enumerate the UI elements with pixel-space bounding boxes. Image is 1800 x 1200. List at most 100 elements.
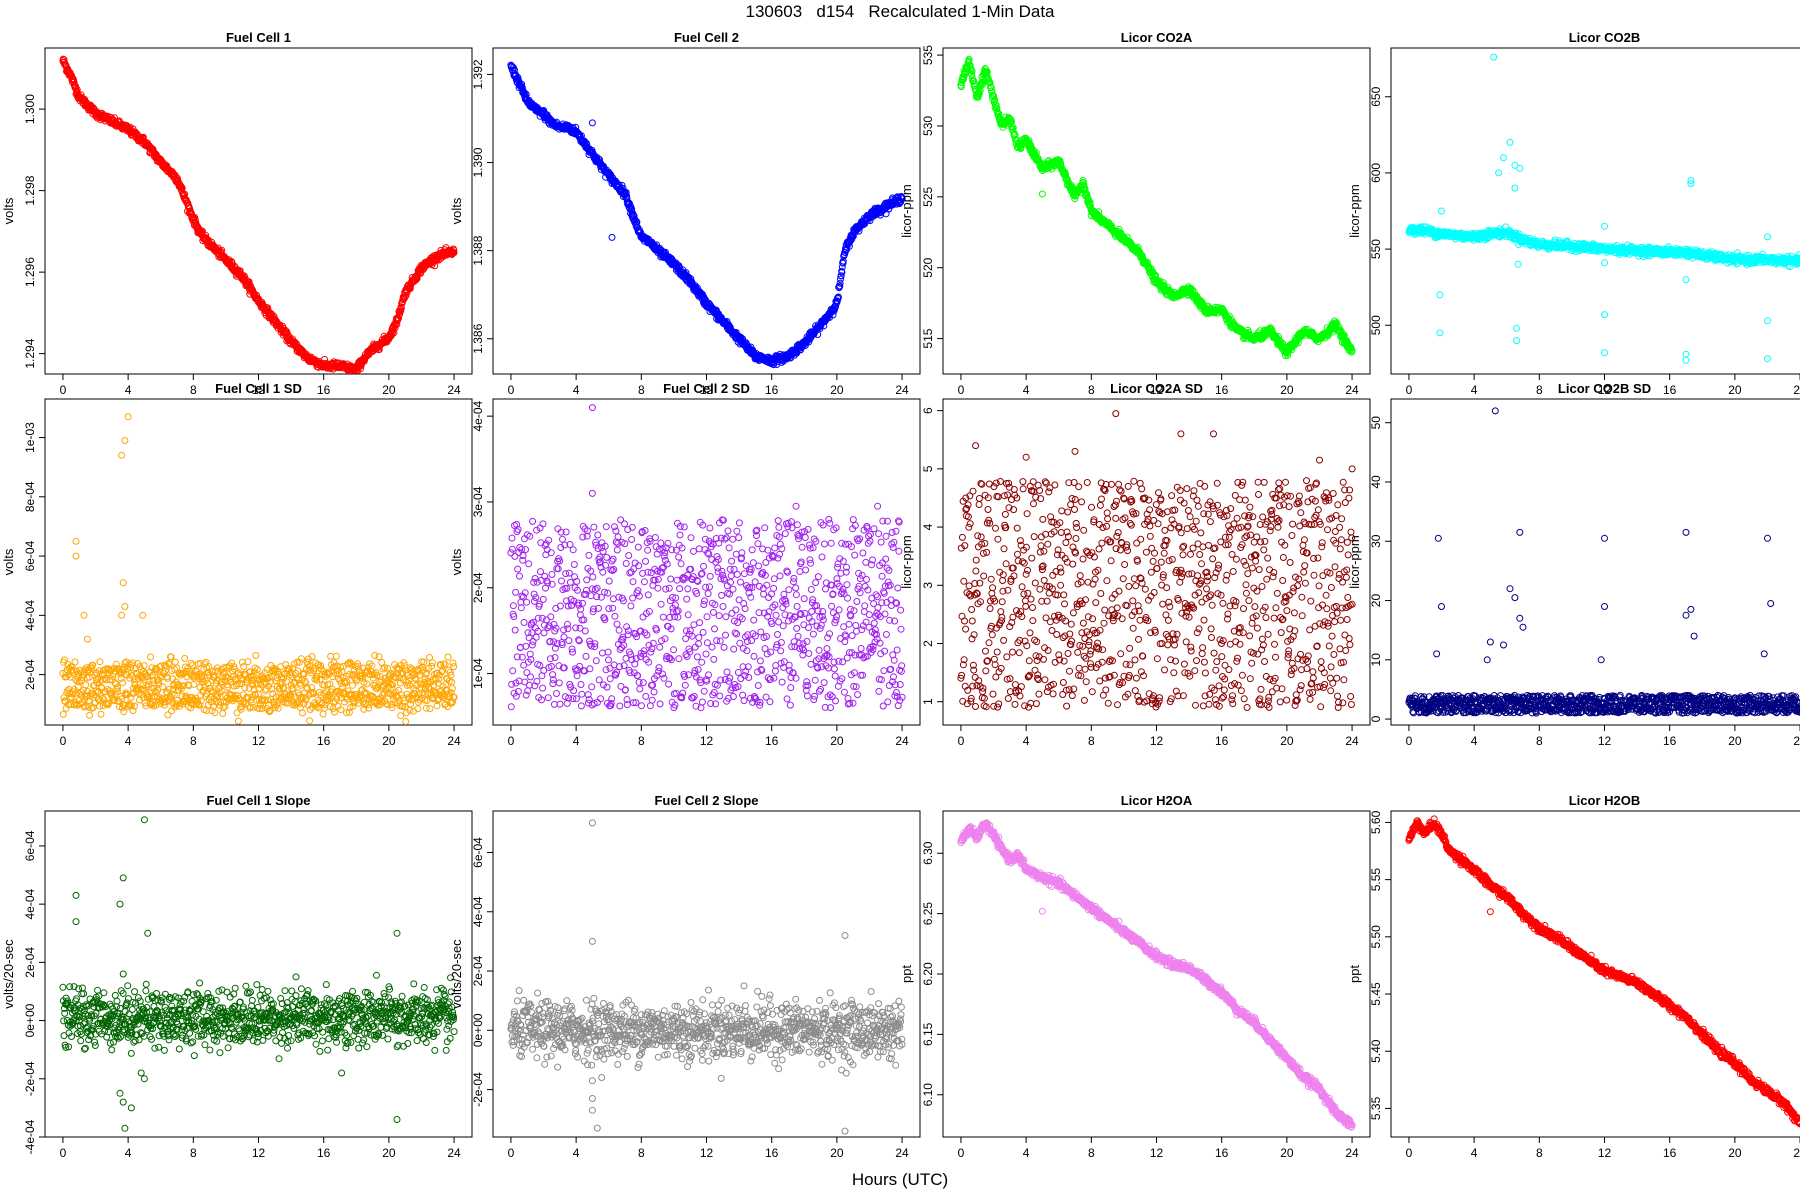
data-point bbox=[968, 67, 976, 75]
data-point bbox=[92, 687, 100, 695]
data-point bbox=[397, 307, 405, 315]
data-point bbox=[197, 697, 205, 705]
data-point bbox=[185, 682, 193, 690]
data-point bbox=[834, 293, 842, 301]
data-point bbox=[194, 697, 202, 705]
y-tick-label: 1.386 bbox=[471, 323, 485, 353]
data-point bbox=[63, 673, 70, 681]
data-point bbox=[984, 75, 992, 83]
data-point bbox=[84, 703, 92, 711]
data-point bbox=[622, 189, 630, 196]
data-point bbox=[154, 679, 162, 687]
data-point bbox=[81, 702, 89, 710]
data-point bbox=[395, 314, 402, 322]
y-axis-label: volts bbox=[449, 197, 464, 224]
data-point bbox=[990, 93, 998, 101]
plot-frame bbox=[44, 47, 473, 375]
data-point bbox=[1337, 327, 1345, 335]
data-point bbox=[101, 675, 109, 682]
x-tick-label: 8 bbox=[1536, 383, 1543, 397]
data-point bbox=[72, 689, 80, 697]
data-point bbox=[97, 710, 105, 718]
data-point bbox=[837, 275, 844, 283]
x-tick-label: 0 bbox=[60, 734, 67, 748]
data-point bbox=[836, 279, 844, 287]
data-point bbox=[979, 81, 987, 88]
plot-frame bbox=[1390, 47, 1800, 375]
data-point bbox=[152, 701, 160, 709]
data-point bbox=[60, 656, 68, 664]
data-point bbox=[837, 272, 845, 280]
data-point bbox=[145, 677, 153, 685]
data-point bbox=[975, 90, 983, 98]
y-axis-label: licor-ppm bbox=[1347, 184, 1362, 237]
data-point bbox=[129, 659, 137, 667]
data-point bbox=[61, 697, 69, 705]
data-point bbox=[450, 249, 458, 257]
data-point bbox=[1687, 180, 1695, 188]
y-tick-label: 1.294 bbox=[23, 338, 37, 368]
data-point bbox=[87, 665, 95, 672]
data-point bbox=[73, 86, 81, 93]
data-point bbox=[836, 282, 844, 290]
y-tick-label: 550 bbox=[1369, 239, 1383, 259]
x-tick-label: 8 bbox=[190, 383, 197, 397]
data-point bbox=[98, 694, 106, 702]
data-point bbox=[170, 691, 178, 699]
data-point bbox=[1025, 137, 1033, 145]
data-point bbox=[618, 181, 626, 189]
data-point bbox=[96, 697, 104, 704]
x-tick-label: 0 bbox=[508, 383, 515, 397]
data-point bbox=[121, 659, 129, 667]
data-point bbox=[90, 691, 98, 699]
data-point bbox=[131, 702, 138, 710]
data-series bbox=[59, 413, 458, 725]
y-axis-label: volts bbox=[1, 197, 16, 224]
x-tick-label: 4 bbox=[573, 383, 580, 397]
data-point bbox=[191, 216, 199, 224]
chart-title: Licor CO2B bbox=[1569, 30, 1641, 45]
data-point bbox=[160, 701, 168, 709]
x-tick-label: 12 bbox=[1598, 383, 1612, 397]
x-tick-label: 0 bbox=[1406, 383, 1413, 397]
data-point bbox=[1764, 317, 1771, 325]
data-point bbox=[968, 70, 976, 78]
data-point bbox=[82, 681, 90, 689]
data-point bbox=[189, 661, 196, 669]
data-point bbox=[181, 654, 189, 662]
data-point bbox=[164, 711, 172, 719]
y-tick-label: 525 bbox=[921, 186, 935, 206]
data-point bbox=[1601, 259, 1608, 267]
data-point bbox=[975, 89, 983, 97]
data-point bbox=[109, 673, 117, 681]
data-point bbox=[171, 703, 179, 711]
y-tick-label: 1.388 bbox=[471, 235, 485, 265]
data-point bbox=[1506, 138, 1514, 146]
data-point bbox=[1009, 124, 1017, 132]
x-tick-label: 4 bbox=[125, 734, 132, 748]
data-point bbox=[152, 665, 159, 673]
data-point bbox=[168, 707, 175, 715]
data-point bbox=[1034, 154, 1042, 162]
data-point bbox=[94, 689, 101, 697]
x-tick-label: 24 bbox=[447, 383, 461, 397]
data-series bbox=[59, 55, 458, 374]
data-point bbox=[115, 117, 123, 125]
data-point bbox=[1601, 349, 1608, 357]
x-tick-label: 0 bbox=[958, 383, 965, 397]
data-point bbox=[202, 231, 210, 239]
data-point bbox=[114, 684, 122, 691]
data-point bbox=[101, 688, 109, 695]
data-point bbox=[1516, 164, 1524, 172]
chart-title: Licor CO2A bbox=[1121, 30, 1193, 45]
data-point bbox=[1436, 291, 1444, 299]
data-point bbox=[71, 658, 79, 666]
data-point bbox=[608, 233, 616, 241]
data-point bbox=[1061, 168, 1069, 176]
x-tick-label: 4 bbox=[125, 383, 132, 397]
data-point bbox=[321, 355, 328, 363]
data-point bbox=[171, 658, 179, 666]
data-point bbox=[1513, 337, 1520, 344]
data-point bbox=[1515, 230, 1523, 238]
